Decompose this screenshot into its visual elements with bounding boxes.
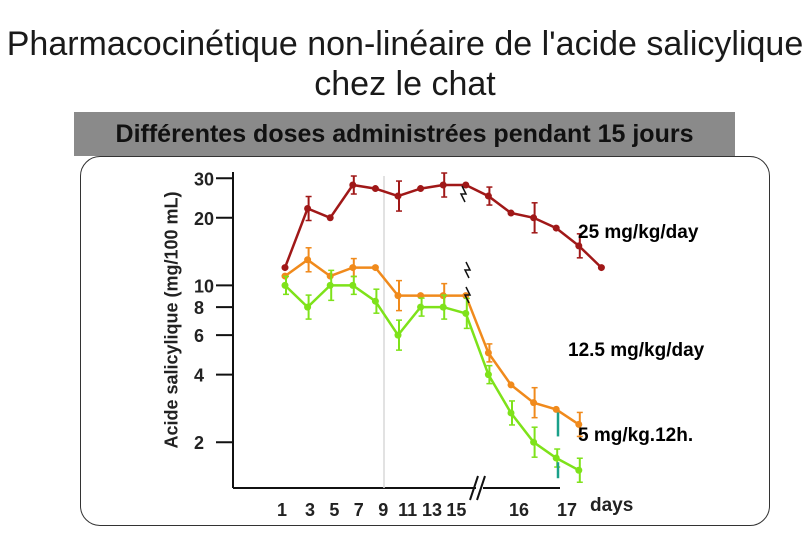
x-tick-label: 3: [305, 500, 315, 520]
data-point: [507, 209, 515, 217]
x-tick-label: 17: [557, 500, 577, 520]
series-label-25: 25 mg/kg/day: [578, 222, 699, 243]
x-tick-label: 7: [354, 500, 364, 520]
y-tick-label: 4: [194, 366, 204, 386]
data-point: [597, 264, 605, 272]
x-tick-label: 15: [446, 500, 466, 520]
y-tick-label: 20: [194, 209, 214, 229]
curve-break-mark: [463, 286, 472, 304]
x-axis-label: days: [590, 495, 634, 516]
data-point: [326, 214, 334, 222]
y-tick-label: 8: [194, 298, 204, 318]
data-point: [552, 405, 560, 413]
data-point: [371, 264, 379, 272]
data-point: [417, 185, 425, 193]
x-tick-label: 11: [398, 500, 417, 520]
curve-break-mark: [463, 261, 472, 279]
data-point: [371, 185, 379, 193]
x-tick-label: 9: [378, 500, 388, 520]
x-tick-label: 5: [329, 500, 339, 520]
data-point: [462, 181, 470, 189]
data-point: [507, 381, 515, 389]
data-point: [552, 224, 560, 232]
curve-break-mark: [459, 185, 468, 203]
data-point: [281, 264, 289, 272]
series-line: [284, 258, 580, 426]
x-tick-label: 13: [422, 500, 442, 520]
x-axis-break-mark: [476, 475, 486, 501]
series-line: [284, 284, 580, 472]
x-tick-label: 1: [277, 500, 287, 520]
series-label-5: 5 mg/kg.12h.: [578, 425, 694, 446]
y-tick-label: 30: [194, 169, 214, 189]
y-tick-label: 2: [194, 433, 204, 453]
y-tick-label: 10: [194, 276, 214, 296]
y-axis-label: Acide salicylique (mg/100 mL): [161, 191, 182, 449]
subtitle-banner: Différentes doses administrées pendant 1…: [74, 112, 735, 156]
page-title: Pharmacocinétique non-linéaire de l'acid…: [6, 25, 804, 103]
series-label-12-5: 12.5 mg/kg/day: [568, 340, 705, 361]
y-tick-label: 6: [194, 326, 204, 346]
x-tick-label: 16: [509, 500, 529, 520]
x-axis-break-mark: [469, 475, 479, 501]
plot-frame: [80, 156, 770, 526]
